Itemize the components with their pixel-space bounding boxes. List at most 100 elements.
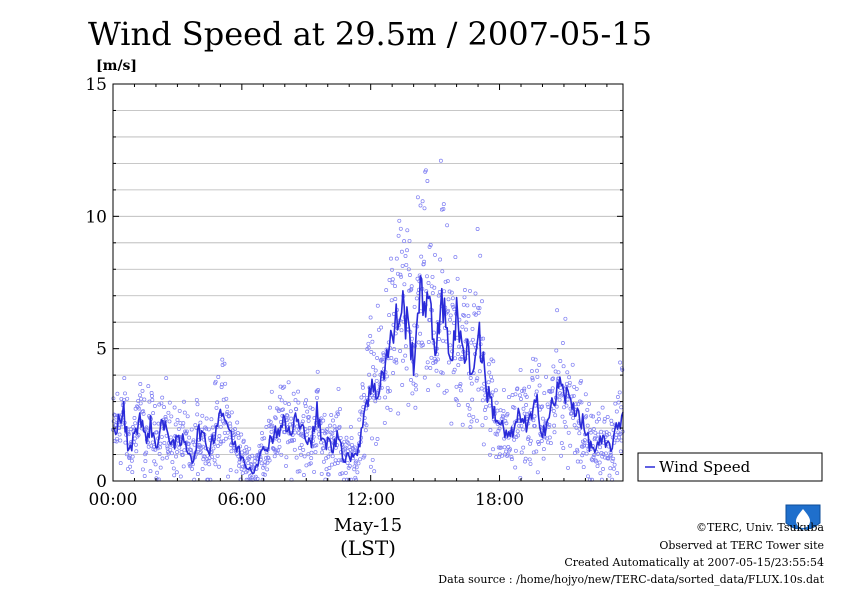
terc-logo: TERC <box>785 504 821 536</box>
scatter-point <box>577 431 582 436</box>
scatter-point <box>227 414 232 419</box>
scatter-point <box>477 369 482 374</box>
scatter-point <box>308 461 313 466</box>
scatter-point <box>144 450 149 455</box>
scatter-point <box>228 468 233 473</box>
scatter-point <box>541 456 546 461</box>
scatter-point <box>300 419 305 424</box>
scatter-point <box>281 407 286 412</box>
scatter-point <box>521 388 526 393</box>
scatter-point <box>303 404 308 409</box>
scatter-point <box>501 387 506 392</box>
scatter-point <box>575 449 580 454</box>
scatter-point <box>129 458 134 463</box>
scatter-point <box>360 382 365 387</box>
scatter-point <box>358 457 362 462</box>
scatter-point <box>361 455 366 460</box>
legend-entry-wind-speed: Wind Speed <box>659 458 751 476</box>
scatter-point <box>464 320 469 325</box>
scatter-point <box>382 420 387 425</box>
scatter-point <box>535 368 539 373</box>
scatter-point <box>576 402 581 407</box>
scatter-point <box>293 398 298 403</box>
scatter-point <box>216 375 221 379</box>
scatter-point <box>531 450 536 455</box>
scatter-point <box>424 365 429 370</box>
scatter-point <box>380 359 385 364</box>
scatter-point <box>535 470 540 475</box>
scatter-point <box>490 390 495 395</box>
scatter-point <box>227 435 232 440</box>
scatter-point <box>420 199 425 204</box>
scatter-point <box>276 407 281 412</box>
scatter-point <box>582 438 587 443</box>
scatter-point <box>184 429 189 434</box>
scatter-point <box>284 455 289 460</box>
scatter-point <box>446 297 451 302</box>
scatter-point <box>401 358 405 363</box>
scatter-point <box>215 453 220 458</box>
scatter-point <box>513 392 518 397</box>
scatter-point <box>583 392 588 397</box>
scatter-point <box>368 315 373 320</box>
scatter-point <box>194 397 199 402</box>
scatter-point <box>163 415 168 419</box>
scatter-point <box>241 438 246 443</box>
scatter-point <box>547 422 552 427</box>
scatter-point <box>372 469 377 474</box>
scatter-point <box>597 417 601 422</box>
scatter-point <box>519 397 523 401</box>
scatter-point <box>565 370 570 375</box>
scatter-point <box>400 263 405 268</box>
scatter-point <box>366 341 371 346</box>
scatter-point <box>372 373 377 378</box>
scatter-point <box>153 462 158 467</box>
scatter-point <box>559 453 564 458</box>
x-axis-timezone-label: (LST) <box>340 536 396 560</box>
scatter-point <box>536 442 541 446</box>
scatter-point <box>438 158 443 163</box>
scatter-point <box>122 376 127 381</box>
scatter-point <box>115 436 119 441</box>
scatter-point <box>389 256 393 261</box>
scatter-point <box>181 464 186 469</box>
scatter-point <box>177 408 182 413</box>
scatter-point <box>521 406 526 411</box>
scatter-point <box>518 367 523 372</box>
scatter-point <box>516 433 521 438</box>
scatter-point <box>441 202 446 207</box>
scatter-point <box>389 298 394 303</box>
scatter-point <box>554 404 559 409</box>
scatter-point <box>292 438 297 443</box>
scatter-point <box>595 464 600 469</box>
scatter-point <box>502 445 507 450</box>
scatter-point <box>560 414 565 419</box>
scatter-point <box>329 413 334 417</box>
scatter-point <box>561 446 566 451</box>
scatter-point <box>512 437 517 442</box>
scatter-point <box>111 419 116 424</box>
scatter-point <box>469 340 474 345</box>
scatter-point <box>454 398 459 403</box>
scatter-point <box>546 425 551 429</box>
scatter-point <box>598 445 602 450</box>
scatter-point <box>210 454 215 459</box>
scatter-point <box>166 410 171 415</box>
scatter-point <box>198 450 203 454</box>
scatter-point <box>432 285 437 290</box>
scatter-point <box>433 252 437 257</box>
scatter-point <box>513 465 518 470</box>
scatter-point <box>423 168 428 173</box>
scatter-point <box>344 435 349 440</box>
scatter-point <box>400 383 405 387</box>
scatter-point <box>553 413 558 418</box>
scatter-point <box>225 430 230 435</box>
footer-copyright: ©TERC, Univ. Tsukuba <box>695 521 824 534</box>
scatter-point <box>268 419 273 424</box>
scatter-point <box>185 414 190 419</box>
scatter-point <box>164 455 169 460</box>
scatter-point <box>220 357 225 362</box>
scatter-point <box>476 310 481 315</box>
scatter-point <box>460 324 465 329</box>
scatter-point <box>418 331 423 336</box>
